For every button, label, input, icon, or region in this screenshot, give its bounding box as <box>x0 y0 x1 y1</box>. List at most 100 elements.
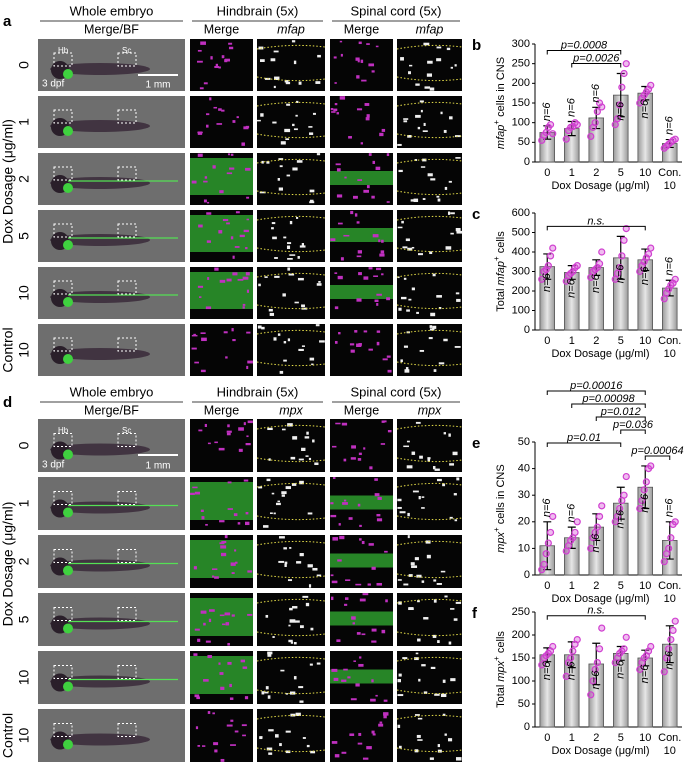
roi-box <box>53 491 73 505</box>
outline <box>396 215 463 221</box>
column-header: Hindbrain (5x) <box>217 3 299 18</box>
cell-signal <box>280 141 286 145</box>
data-point <box>620 236 628 244</box>
cell-signal <box>287 257 293 260</box>
outline <box>396 424 463 430</box>
cell-signal <box>235 561 238 564</box>
cell-signal <box>359 524 362 527</box>
cell-signal <box>430 666 436 670</box>
roi-label: Sc <box>122 426 131 435</box>
cell-signal <box>308 126 313 128</box>
cell-signal <box>231 572 235 575</box>
cell-signal <box>270 58 276 62</box>
cell-signal <box>397 143 402 146</box>
cell-signal <box>281 428 286 431</box>
cell-signal <box>267 427 273 431</box>
data-point <box>587 544 595 553</box>
cell-signal <box>214 267 219 271</box>
outline <box>396 190 463 196</box>
cell-signal <box>447 738 453 742</box>
cell-signal <box>398 601 402 605</box>
roi-box <box>53 109 73 124</box>
n-label: n=6 <box>566 661 578 681</box>
cell-signal <box>207 201 210 204</box>
cell-signal <box>197 153 203 157</box>
cell-signal <box>357 458 362 461</box>
cell-signal <box>357 503 361 507</box>
cell-signal <box>223 331 228 334</box>
column-header: Spinal cord (5x) <box>350 3 441 18</box>
cell-signal <box>230 562 236 566</box>
column-subheader: Merge <box>204 22 239 36</box>
cell-signal <box>334 306 339 310</box>
cell-signal <box>219 279 226 283</box>
cell-signal <box>374 478 378 481</box>
cell-signal <box>403 445 410 448</box>
cell-signal <box>379 253 385 257</box>
cell-signal <box>213 106 218 109</box>
cell-signal <box>297 256 300 259</box>
fluorescence <box>63 565 73 576</box>
cell-signal <box>429 87 435 91</box>
y-tick-label: 300 <box>512 38 530 50</box>
data-point <box>647 81 655 89</box>
cell-signal <box>296 100 299 103</box>
cell-signal <box>206 212 212 215</box>
cell-signal <box>231 328 234 332</box>
cell-signal <box>369 466 373 470</box>
cell-signal <box>209 609 215 612</box>
cell-signal <box>416 311 419 314</box>
data-point <box>562 135 570 143</box>
cell-signal <box>240 659 246 663</box>
data-point <box>591 119 599 127</box>
cell-signal <box>207 711 211 714</box>
cell-signal <box>418 678 421 682</box>
cell-signal <box>428 337 433 340</box>
cell-signal <box>314 462 319 466</box>
cell-signal <box>192 486 198 489</box>
cell-signal <box>455 601 462 604</box>
cell-signal <box>308 584 312 588</box>
cell-signal <box>445 246 452 250</box>
cell-signal <box>334 272 338 274</box>
fluorescence <box>190 598 253 636</box>
data-point <box>542 550 550 558</box>
cell-signal <box>299 480 304 485</box>
cell-signal <box>264 691 269 694</box>
cell-signal <box>442 713 446 716</box>
cell-signal <box>378 723 384 727</box>
cell-signal <box>307 512 313 515</box>
cell-signal <box>339 96 346 100</box>
cell-signal <box>425 540 431 544</box>
cell-signal <box>397 506 402 509</box>
cell-signal <box>397 679 401 683</box>
cell-signal <box>261 160 264 164</box>
cell-signal <box>437 478 442 482</box>
cell-signal <box>273 512 276 515</box>
data-point <box>587 691 595 699</box>
cell-signal <box>300 553 303 557</box>
y-axis-label-part: cells <box>495 631 507 657</box>
y-axis-label-part: cells in CNS <box>495 57 507 120</box>
cell-signal <box>449 463 455 466</box>
cell-signal <box>456 477 460 481</box>
cell-signal <box>201 516 205 520</box>
cell-signal <box>423 691 428 694</box>
n-label: n=6 <box>615 101 627 121</box>
cell-signal <box>412 490 419 493</box>
cell-signal <box>271 492 275 495</box>
cell-signal <box>243 479 249 482</box>
cell-signal <box>411 287 415 291</box>
cell-signal <box>225 622 230 626</box>
cell-signal <box>362 757 369 760</box>
cell-signal <box>419 349 425 352</box>
cell-signal <box>415 114 421 118</box>
cell-signal <box>311 363 314 366</box>
cell-signal <box>408 607 414 610</box>
cell-signal <box>226 172 233 175</box>
cell-signal <box>216 123 223 125</box>
cell-signal <box>280 669 285 672</box>
axis-label: Dox Dosage (μg/ml) <box>0 502 16 627</box>
cell-signal <box>287 267 291 271</box>
cell-signal <box>436 195 440 198</box>
